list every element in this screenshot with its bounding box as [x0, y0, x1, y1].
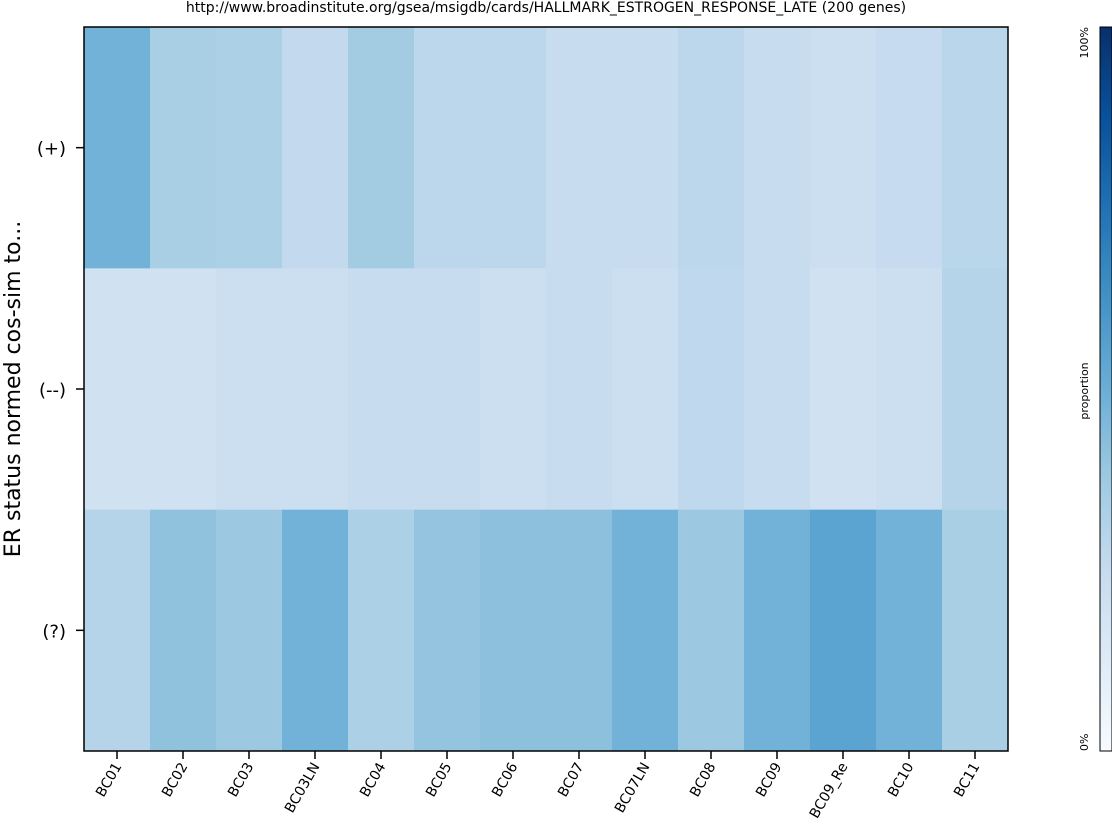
- heatmap-cell: [612, 27, 679, 269]
- x-tick-label: BC07LN: [612, 760, 653, 816]
- heatmap-cell: [810, 268, 877, 511]
- heatmap-cell: [216, 509, 283, 752]
- y-tick-label: (+): [37, 139, 66, 160]
- heatmap-cell: [150, 268, 217, 511]
- colorbar-label: proportion: [1078, 362, 1091, 419]
- y-axis-ticks: (+) (--) (?): [37, 139, 84, 642]
- colorbar-max-label: 100%: [1078, 27, 1091, 58]
- heatmap-cell: [678, 27, 745, 269]
- x-axis-ticks: BC01 BC02 BC03 BC03LN BC04 BC05 BC06 BC07 BC07LN…: [93, 751, 983, 821]
- y-axis-label: ER status normed cos-sim to...: [1, 221, 26, 557]
- x-tick-label: BC02: [159, 760, 191, 800]
- heatmap-cell: [546, 268, 613, 511]
- heatmap-cell: [480, 27, 547, 269]
- heatmap-cell: [282, 509, 349, 752]
- x-tick-label: BC09_Re: [807, 760, 852, 821]
- heatmap-cell: [612, 268, 679, 511]
- chart-title: http://www.broadinstitute.org/gsea/msigd…: [186, 0, 906, 16]
- y-tick-label: (--): [39, 380, 66, 401]
- heatmap-cell: [348, 268, 415, 511]
- heatmap-cell: [282, 27, 349, 269]
- heatmap-cell: [480, 268, 547, 511]
- heatmap-cell: [216, 27, 283, 269]
- heatmap-cell: [414, 268, 481, 511]
- x-tick-label: BC11: [951, 760, 983, 800]
- heatmap-cells: [84, 27, 1009, 752]
- heatmap-cell: [678, 268, 745, 511]
- heatmap-cell: [942, 27, 1009, 269]
- heatmap-cell: [810, 27, 877, 269]
- x-tick-label: BC04: [357, 760, 389, 800]
- x-tick-label: BC06: [489, 760, 521, 800]
- heatmap-cell: [876, 509, 943, 752]
- heatmap-cell: [942, 509, 1009, 752]
- heatmap-cell: [876, 268, 943, 511]
- heatmap-cell: [84, 268, 151, 511]
- heatmap-cell: [414, 509, 481, 752]
- colorbar-min-label: 0%: [1078, 734, 1091, 751]
- heatmap-cell: [150, 509, 217, 752]
- x-tick-label: BC08: [687, 760, 719, 800]
- heatmap-cell: [84, 509, 151, 752]
- heatmap-cell: [744, 509, 811, 752]
- heatmap-cell: [876, 27, 943, 269]
- y-tick-label: (?): [42, 621, 66, 642]
- heatmap-cell: [612, 509, 679, 752]
- colorbar: 100% 0% proportion: [1078, 26, 1112, 752]
- heatmap-cell: [942, 268, 1009, 511]
- x-tick-label: BC05: [423, 760, 455, 800]
- x-tick-label: BC09: [753, 760, 785, 800]
- x-tick-label: BC10: [885, 760, 917, 800]
- heatmap-cell: [546, 509, 613, 752]
- x-tick-label: BC01: [93, 760, 125, 800]
- colorbar-gradient: [1099, 26, 1112, 752]
- heatmap-cell: [546, 27, 613, 269]
- heatmap-cell: [744, 268, 811, 511]
- x-tick-label: BC07: [555, 760, 587, 800]
- x-tick-label: BC03: [225, 760, 257, 800]
- heatmap-cell: [84, 27, 151, 269]
- heatmap-cell: [480, 509, 547, 752]
- heatmap-cell: [678, 509, 745, 752]
- heatmap-cell: [414, 27, 481, 269]
- heatmap-cell: [216, 268, 283, 511]
- heatmap-cell: [348, 27, 415, 269]
- heatmap-cell: [282, 268, 349, 511]
- heatmap-cell: [810, 509, 877, 752]
- x-tick-label: BC03LN: [282, 760, 323, 816]
- heatmap-cell: [348, 509, 415, 752]
- heatmap-cell: [744, 27, 811, 269]
- heatmap-cell: [150, 27, 217, 269]
